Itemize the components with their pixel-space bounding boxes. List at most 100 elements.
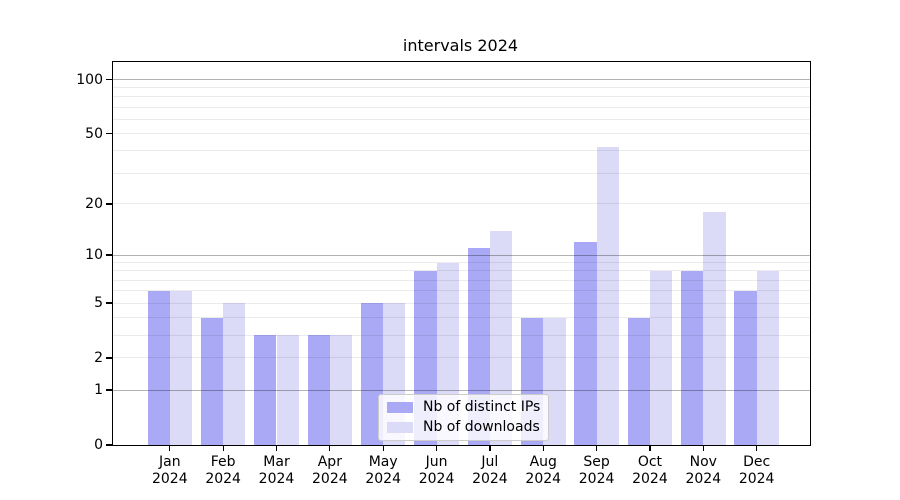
gridline-major-100 [113,79,810,80]
bar-ips-feb [200,317,224,445]
y-tick-label-0: 0 [94,437,103,453]
gridline-minor-60 [113,118,810,120]
legend-swatch-distinct-ips-icon [387,402,413,413]
x-tick-label-apr: Apr 2024 [312,454,348,488]
x-tick-mark-mar [275,445,278,451]
x-tick-label-month-mar: Mar [263,454,290,470]
y-tick-mark-50 [106,132,112,135]
y-tick-label-100: 100 [76,71,103,88]
y-tick-mark-0 [106,444,112,446]
x-tick-label-month-sep: Sep [583,454,610,470]
x-tick-mark-dec [756,445,758,451]
bar-downloads-dec [756,270,779,445]
x-tick-label-jan: Jan 2024 [152,454,188,488]
legend-label-downloads: Nb of downloads [423,419,540,435]
x-tick-label-month-jun: Jun [425,454,448,470]
bar-downloads-feb [223,303,246,445]
x-tick-label-year-mar: 2024 [258,471,295,487]
gridline-minor-4 [113,317,810,319]
x-tick-label-aug: Aug 2024 [525,454,561,488]
legend-item-distinct-ips: Nb of distinct IPs [387,400,540,415]
gridline-minor-2 [113,357,810,359]
x-tick-label-year-jul: 2024 [472,471,508,487]
legend-swatch-downloads-icon [387,422,413,433]
x-tick-label-may: May 2024 [365,454,401,488]
x-tick-label-month-nov: Nov [689,454,717,470]
x-tick-mark-nov [702,445,704,451]
x-tick-mark-jul [489,445,491,451]
x-tick-label-year-oct: 2024 [632,471,668,487]
bar-ips-mar [254,335,277,445]
x-tick-label-month-apr: Apr [317,454,342,470]
y-tick-label-20: 20 [85,195,103,212]
bar-downloads-oct [649,270,673,445]
y-tick-mark-2 [106,357,112,359]
x-tick-label-month-oct: Oct [637,454,663,470]
x-tick-label-month-feb: Feb [210,454,236,470]
x-tick-label-sep: Sep 2024 [579,454,615,488]
x-tick-label-dec: Dec 2024 [739,454,775,488]
y-tick-label-50: 50 [85,125,103,142]
bar-ips-nov [681,270,704,445]
x-tick-label-year-dec: 2024 [738,471,775,487]
bar-ips-dec [734,290,757,445]
gridline-minor-5 [113,302,810,304]
bar-downloads-jan [169,290,193,445]
x-tick-mark-feb [222,445,224,451]
x-tick-label-feb: Feb 2024 [205,454,241,488]
y-tick-label-5: 5 [94,295,103,312]
bar-downloads-mar [276,335,299,445]
x-tick-mark-jun [435,445,438,451]
y-tick-mark-1 [106,389,112,391]
gridline-minor-90 [113,87,810,89]
x-tick-mark-apr [329,445,331,451]
gridline-minor-70 [113,106,810,108]
gridline-minor-30 [113,172,810,174]
x-tick-mark-aug [542,445,544,451]
x-tick-label-month-may: May [368,454,398,470]
x-tick-label-nov: Nov 2024 [685,454,721,488]
x-tick-label-year-jun: 2024 [418,471,455,487]
gridline-minor-7 [113,279,810,281]
y-tick-mark-100 [106,78,112,81]
x-tick-mark-may [382,445,384,451]
x-tick-label-jul: Jul 2024 [472,454,508,488]
gridline-minor-8 [113,270,810,272]
gridline-minor-9 [113,262,810,264]
legend-label-distinct-ips: Nb of distinct IPs [423,399,541,415]
x-tick-label-year-may: 2024 [365,471,402,487]
x-tick-label-year-aug: 2024 [525,471,562,487]
x-tick-label-month-dec: Dec [743,454,771,470]
gridline-minor-6 [113,290,810,292]
legend: Nb of distinct IPs Nb of downloads [378,394,550,441]
plot-area: 100 50 20 10 5 2 1 0 Jan 2024 Feb 2024 Mar 2024 Apr 202… [76,61,811,487]
x-tick-label-year-nov: 2024 [685,471,722,487]
x-tick-mark-sep [595,445,598,451]
gridline-minor-3 [113,334,810,336]
x-tick-label-year-apr: 2024 [312,471,348,487]
gridline-minor-50 [113,133,810,135]
gridline-major-10 [113,254,810,256]
y-tick-label-10: 10 [85,247,103,264]
bar-ips-oct [627,317,650,445]
bar-ips-may [360,303,384,445]
gridline-major-1 [113,389,810,391]
x-tick-label-month-aug: Aug [529,454,557,470]
y-tick-mark-10 [106,254,112,256]
x-tick-label-jun: Jun 2024 [419,454,455,488]
bar-downloads-sep [596,147,619,445]
y-tick-label-2: 2 [94,349,103,366]
bar-ips-jan [147,290,170,445]
y-tick-mark-5 [106,302,112,304]
bar-downloads-jul [489,230,513,445]
y-tick-mark-20 [106,203,112,205]
x-tick-label-year-jan: 2024 [151,471,188,487]
bar-ips-sep [574,241,597,445]
legend-item-downloads: Nb of downloads [387,420,540,435]
x-tick-label-year-sep: 2024 [578,471,615,487]
x-tick-label-month-jul: Jul [481,454,499,470]
bar-downloads-apr [329,335,353,445]
x-tick-label-year-feb: 2024 [205,471,241,487]
x-tick-mark-oct [649,445,651,451]
